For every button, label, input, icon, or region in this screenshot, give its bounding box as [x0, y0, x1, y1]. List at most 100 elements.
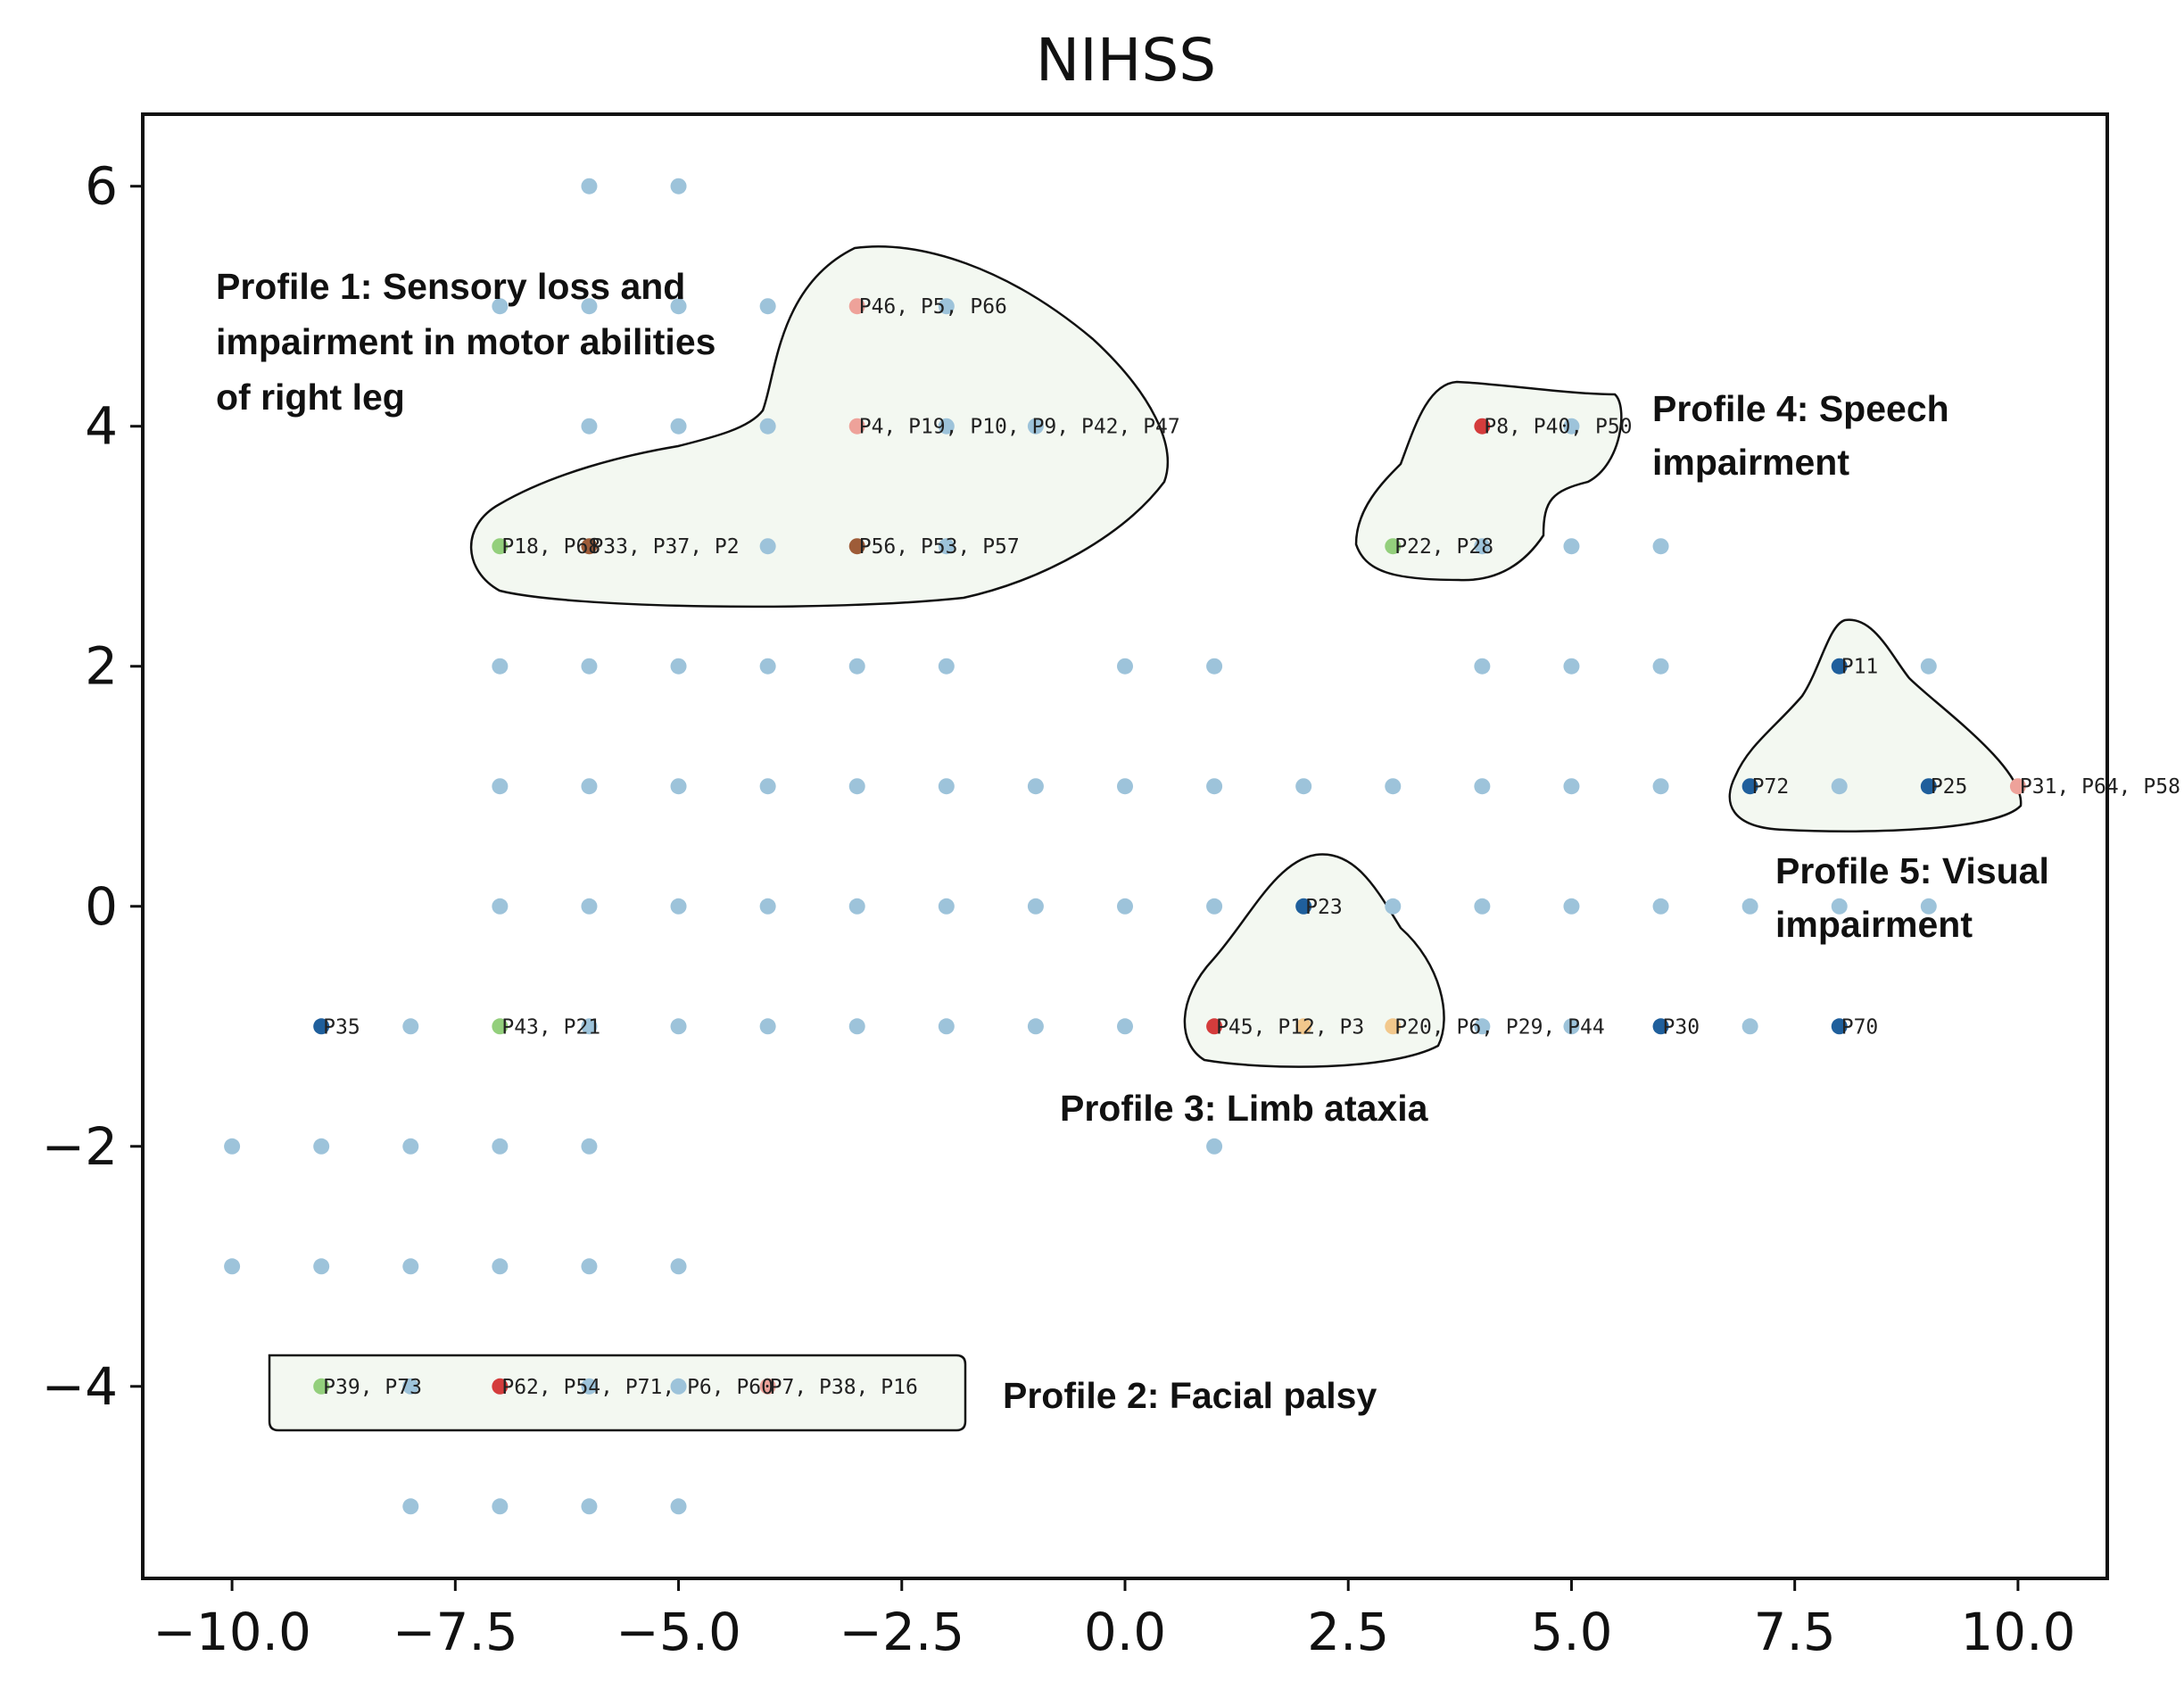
data-point — [1206, 778, 1223, 795]
y-tick-label: 4 — [85, 396, 118, 457]
data-point — [402, 1138, 419, 1155]
point-label: P45, P12, P3 — [1216, 1015, 1364, 1039]
data-point — [1652, 658, 1669, 675]
profile-4-region — [1354, 380, 1623, 582]
data-point — [1920, 898, 1937, 915]
data-point — [1563, 538, 1580, 555]
data-point — [1563, 898, 1580, 915]
x-tick-label: 5.0 — [1530, 1602, 1612, 1662]
data-point — [1295, 778, 1312, 795]
data-point — [938, 538, 955, 555]
point-label: P35 — [323, 1015, 360, 1039]
labeled-data-point — [2009, 778, 2026, 795]
data-point — [938, 1018, 955, 1035]
profile-5-line-2: impairment — [1775, 904, 1973, 945]
data-point — [759, 1018, 776, 1035]
labeled-data-point — [848, 538, 865, 555]
data-point — [938, 298, 955, 315]
profile-2-label: Profile 2: Facial palsy — [1003, 1375, 1377, 1416]
data-point — [1741, 898, 1758, 915]
point-label: P33, P37, P2 — [591, 535, 739, 559]
profile-4-line-2: impairment — [1652, 442, 1849, 483]
labeled-data-point — [1295, 898, 1312, 915]
data-point — [581, 298, 598, 315]
data-point — [938, 418, 955, 435]
data-point — [1741, 1018, 1758, 1035]
data-point — [759, 418, 776, 435]
data-point — [1117, 778, 1133, 795]
data-point — [492, 778, 509, 795]
profile-5-region — [1728, 618, 2023, 832]
point-label: P30 — [1663, 1015, 1700, 1039]
profile-5-line-1: Profile 5: Visual — [1775, 850, 2049, 891]
y-tick-label: −4 — [42, 1356, 119, 1417]
data-point — [402, 1018, 419, 1035]
data-point — [1563, 658, 1580, 675]
data-point — [1027, 418, 1044, 435]
labeled-data-point — [492, 538, 509, 555]
data-point — [402, 1378, 419, 1395]
data-point — [1563, 418, 1580, 435]
labeled-data-point — [1831, 658, 1848, 675]
data-point — [938, 898, 955, 915]
data-point — [402, 1498, 419, 1515]
point-label: P31, P64, P58 — [2020, 775, 2180, 799]
data-point — [1206, 658, 1223, 675]
data-point — [670, 178, 687, 195]
profile-5-label: Profile 5: Visual impairment — [1775, 850, 2059, 945]
data-point — [848, 1018, 865, 1035]
data-point — [670, 1258, 687, 1275]
data-point — [581, 1498, 598, 1515]
profile-1-line-1: Profile 1: Sensory loss and — [216, 266, 685, 307]
x-tick-label: −5.0 — [616, 1602, 741, 1662]
data-point — [1474, 778, 1491, 795]
labeled-data-point — [759, 1378, 776, 1395]
data-point — [1027, 898, 1044, 915]
labeled-data-point — [492, 1018, 509, 1035]
data-point — [581, 1258, 598, 1275]
y-tick-label: 2 — [85, 636, 118, 697]
data-point — [224, 1138, 241, 1155]
data-point — [759, 898, 776, 915]
data-point — [1385, 778, 1402, 795]
y-tick-label: −2 — [42, 1116, 119, 1177]
profile-1-line-3: of right leg — [216, 377, 405, 418]
point-label: P18, P68 — [501, 535, 600, 559]
point-label: P23 — [1305, 896, 1343, 919]
labeled-data-point — [1385, 1018, 1402, 1035]
data-point — [492, 1258, 509, 1275]
profile-2-line-1: Profile 2: Facial palsy — [1003, 1375, 1377, 1416]
data-point — [581, 658, 598, 675]
y-tick-label: 6 — [85, 156, 118, 217]
x-tick-label: −2.5 — [839, 1602, 964, 1662]
data-point — [492, 1498, 509, 1515]
data-point — [492, 298, 509, 315]
data-point — [492, 658, 509, 675]
labeled-data-point — [313, 1378, 330, 1395]
profile-annotations: Profile 1: Sensory loss and impairment i… — [216, 266, 2059, 1416]
data-point — [848, 898, 865, 915]
labeled-data-point — [848, 298, 865, 315]
point-label: P7, P38, P16 — [770, 1376, 918, 1399]
labeled-data-point — [1474, 418, 1491, 435]
labeled-data-point — [492, 1378, 509, 1395]
data-point — [581, 1138, 598, 1155]
point-label: P43, P21 — [501, 1015, 600, 1039]
point-labels: P46, P5, P66 P4, P19, P10, P9, P42, P47 P1… — [323, 295, 2180, 1399]
labeled-data-point — [848, 418, 865, 435]
data-point — [1474, 1018, 1491, 1035]
point-label: P8, P40, P50 — [1484, 416, 1632, 439]
data-point — [1474, 538, 1491, 555]
data-point — [581, 778, 598, 795]
profile-3-region — [1183, 853, 1445, 1068]
y-axis: −4 −2 0 2 4 6 — [42, 156, 143, 1417]
data-point — [1652, 538, 1669, 555]
point-label: P56, P53, P57 — [859, 535, 1020, 559]
point-label: P11 — [1841, 656, 1879, 679]
data-point — [1920, 658, 1937, 675]
background-points — [224, 178, 1937, 1515]
data-point — [581, 1378, 598, 1395]
profile-4-line-1: Profile 4: Speech — [1652, 388, 1949, 429]
data-point — [1385, 898, 1402, 915]
